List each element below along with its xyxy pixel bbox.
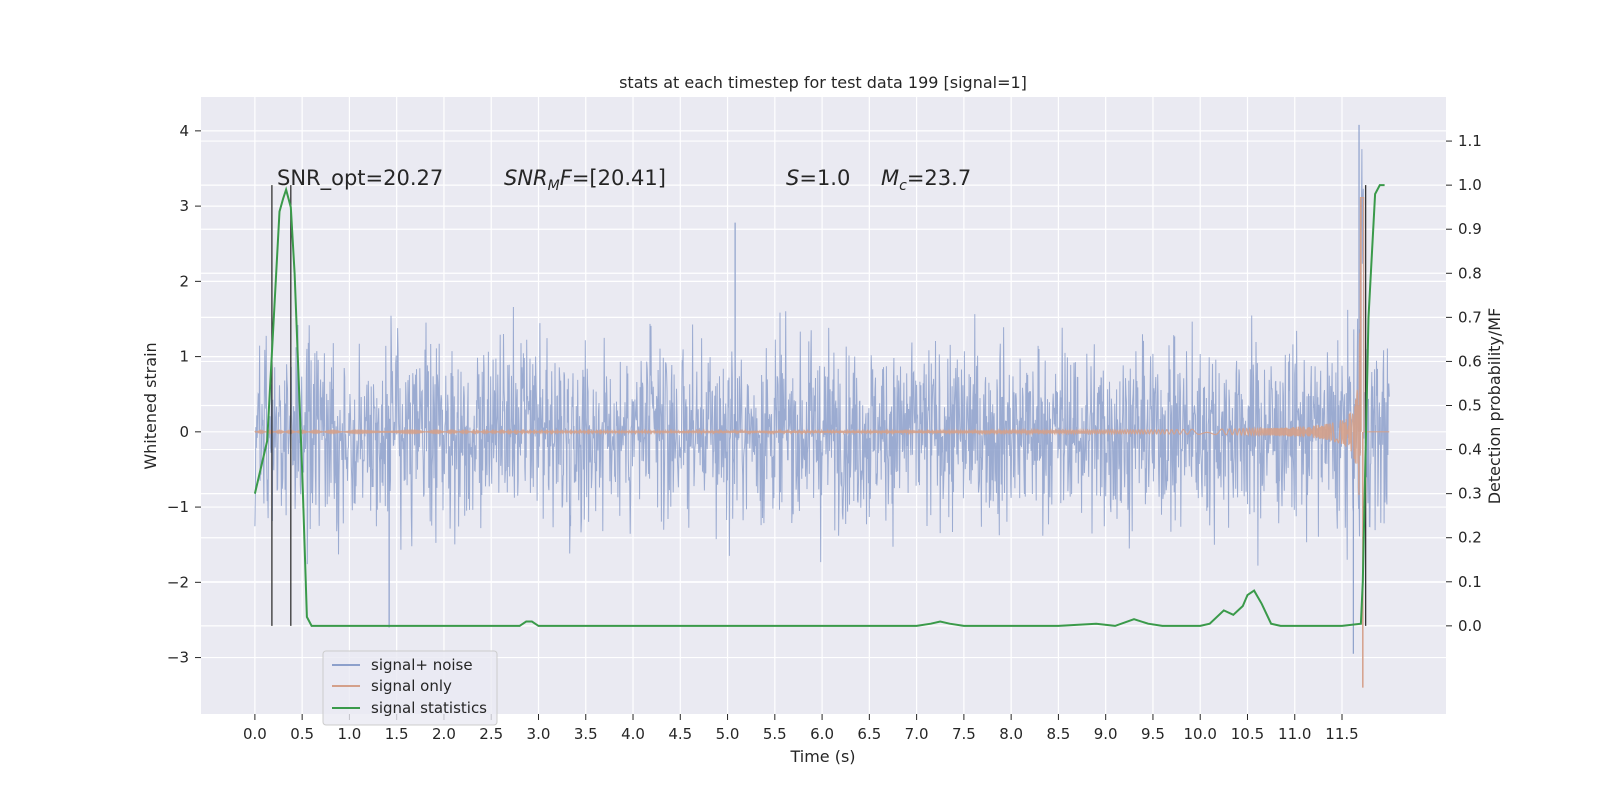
y-tick-label: −2	[167, 573, 189, 591]
x-tick-label: 2.5	[479, 725, 503, 743]
chart-title: stats at each timestep for test data 199…	[619, 73, 1027, 92]
x-tick-label: 1.0	[337, 725, 361, 743]
x-axis-label: Time (s)	[789, 747, 855, 766]
signal-plus-noise-line	[254, 149, 1390, 566]
annotation-mc: Mc=23.7	[881, 166, 971, 194]
y-right-axis-label: Detection probability/MF	[1485, 308, 1504, 505]
x-tick-label: 6.5	[857, 725, 881, 743]
y-axis-ticks: 4 3 2 1 0 −1 −2 −3	[167, 122, 201, 667]
x-tick-label: 8.5	[1046, 725, 1070, 743]
y-right-tick-label: 0.3	[1458, 485, 1482, 503]
x-tick-label: 2.0	[432, 725, 456, 743]
x-tick-label: 10.0	[1184, 725, 1217, 743]
y-tick-label: 3	[179, 197, 189, 215]
y-right-tick-label: 0.0	[1458, 617, 1482, 635]
y-right-tick-label: 1.0	[1458, 176, 1482, 194]
legend-label-signal-noise: signal+ noise	[371, 656, 473, 674]
legend: signal+ noise signal only signal statist…	[322, 650, 498, 726]
y-right-tick-label: 0.9	[1458, 220, 1482, 238]
x-tick-label: 9.0	[1094, 725, 1118, 743]
legend-label-signal-statistics: signal statistics	[371, 699, 487, 717]
y-right-tick-label: 0.4	[1458, 441, 1482, 459]
y-right-axis-ticks: 1.1 1.0 0.9 0.8 0.7 0.6 0.5 0.4 0.3 0.2 0.1 0.0	[1446, 132, 1482, 635]
y-tick-label: 1	[179, 348, 189, 366]
y-tick-label: −3	[167, 649, 189, 667]
y-tick-label: 2	[179, 272, 189, 290]
y-right-tick-label: 0.7	[1458, 308, 1482, 326]
x-tick-label: 3.5	[574, 725, 598, 743]
x-tick-label: 4.0	[621, 725, 645, 743]
y-tick-label: 4	[179, 122, 189, 140]
y-tick-label: −1	[167, 498, 189, 516]
legend-box	[322, 650, 498, 726]
y-right-tick-label: 0.2	[1458, 529, 1482, 547]
annotation-snr-mf: SNRMF=[20.41]	[504, 166, 666, 194]
x-tick-label: 5.5	[763, 725, 787, 743]
annotation-snr-opt: SNR_opt=20.27	[277, 166, 443, 191]
x-tick-label: 4.5	[668, 725, 692, 743]
y-right-tick-label: 0.8	[1458, 264, 1482, 282]
signal-only-line	[254, 197, 1390, 496]
x-tick-label: 3.0	[527, 725, 551, 743]
grid	[201, 97, 1446, 714]
signal-statistics-series	[253, 184, 1385, 627]
y-right-tick-label: 0.6	[1458, 352, 1482, 370]
y-tick-label: 0	[179, 423, 189, 441]
x-tick-label: 6.0	[810, 725, 834, 743]
x-tick-label: 1.5	[385, 725, 409, 743]
legend-label-signal-only: signal only	[371, 677, 452, 695]
x-tick-label: 11.5	[1325, 725, 1358, 743]
y-right-tick-label: 0.1	[1458, 573, 1482, 591]
x-axis-ticks: 0.0 0.5 1.0 1.5 2.0 2.5 3.0 3.5 4.0 4.5 5.0 5.5 6.0 6…	[243, 714, 1359, 743]
annotation-s: S=1.0	[786, 166, 850, 190]
x-tick-label: 9.5	[1141, 725, 1165, 743]
x-tick-label: 5.0	[716, 725, 740, 743]
y-right-tick-label: 1.1	[1458, 132, 1482, 150]
x-tick-label: 8.0	[999, 725, 1023, 743]
x-tick-label: 7.0	[905, 725, 929, 743]
x-tick-label: 11.0	[1278, 725, 1311, 743]
x-tick-label: 0.5	[290, 725, 314, 743]
x-tick-label: 10.5	[1231, 725, 1264, 743]
x-tick-label: 0.0	[243, 725, 267, 743]
y-right-tick-label: 0.5	[1458, 397, 1482, 415]
x-tick-label: 7.5	[952, 725, 976, 743]
y-axis-label: Whitened strain	[141, 342, 160, 469]
signal-statistics-line	[253, 184, 1385, 627]
